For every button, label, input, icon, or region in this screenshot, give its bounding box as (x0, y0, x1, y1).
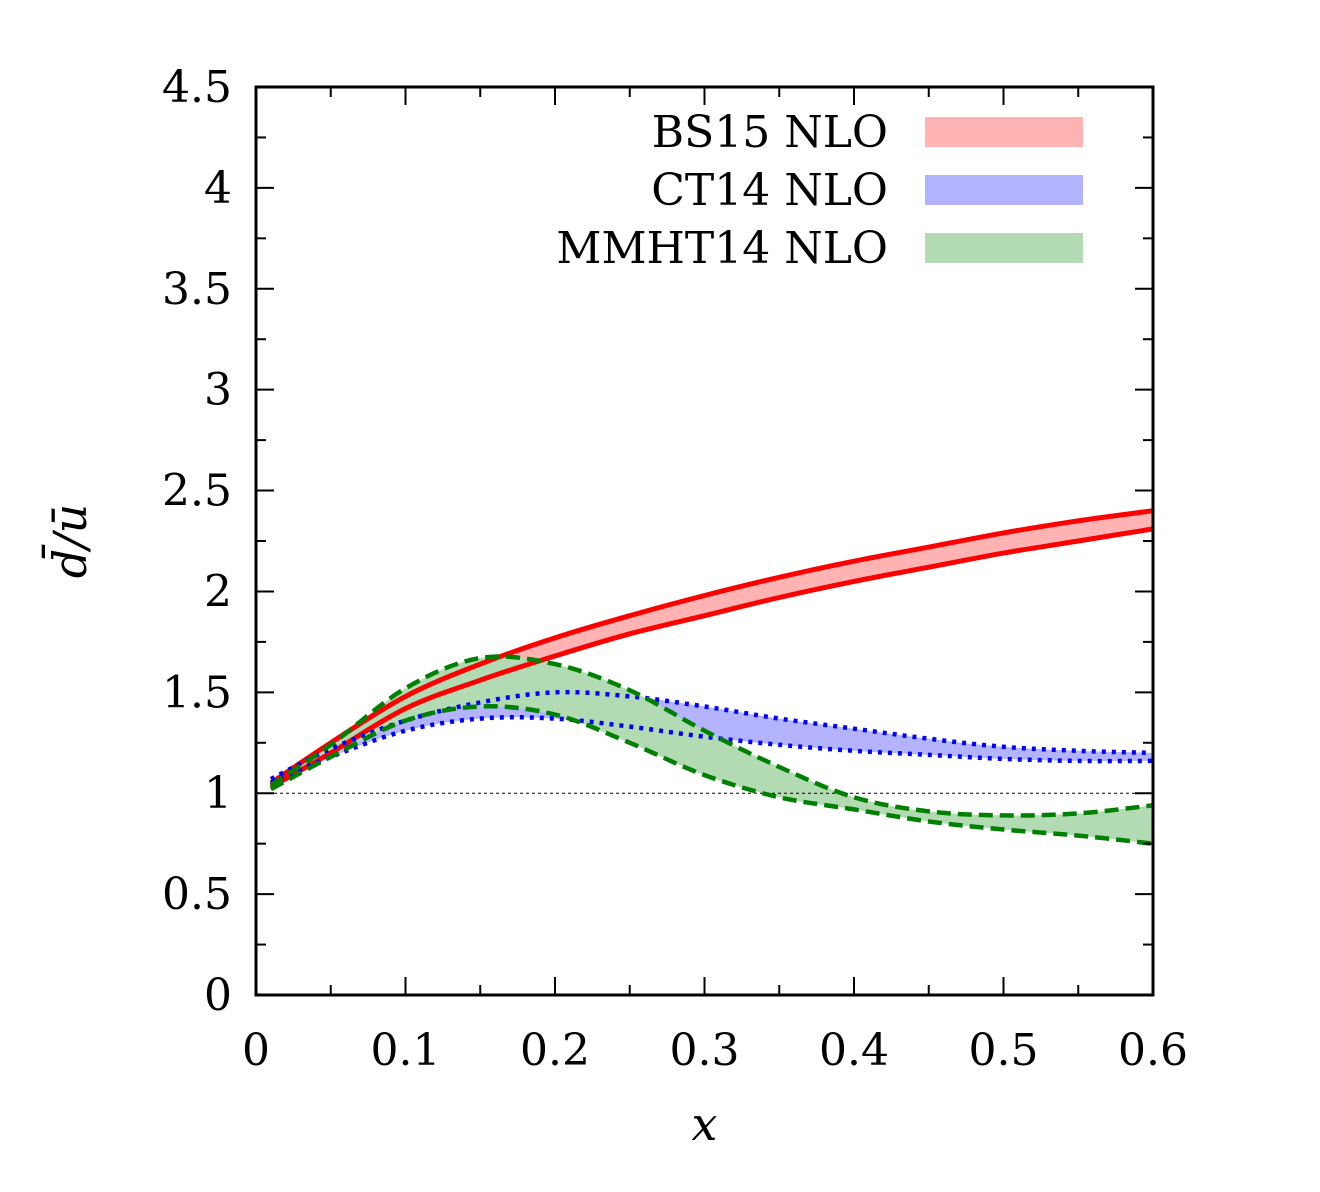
tick-labels-layer: 0 0.1 0.2 0.3 0.4 0.5 0.6 0 0.5 1 1.5 2 2.5 3 3.5 4 4.5 (162, 62, 1188, 1076)
y-tick-label: 1.5 (162, 667, 232, 718)
legend-item-ct14-nlo: CT14 NLO (651, 165, 1083, 216)
x-tick-label: 0.3 (670, 1025, 740, 1076)
band-mmht14-nlo (270, 656, 1153, 844)
band-edges-layer (269, 508, 1154, 846)
legend-item-mmht14-nlo: MMHT14 NLO (556, 223, 1083, 274)
legend-label: CT14 NLO (651, 165, 888, 216)
y-tick-label: 2 (204, 566, 232, 617)
ticks-layer (255, 86, 1154, 996)
legend: BS15 NLO CT14 NLO MMHT14 NLO (556, 107, 1083, 274)
edge-bs15-nlo-upper (269, 508, 1154, 786)
y-tick-label: 2.5 (162, 466, 232, 517)
y-tick-label: 0 (204, 970, 232, 1021)
edge-mmht14-nlo-lower (269, 704, 1154, 846)
x-tick-label: 0.4 (819, 1025, 889, 1076)
legend-swatch (925, 175, 1083, 205)
y-tick-label: 0.5 (162, 869, 232, 920)
band-bs15-nlo (270, 510, 1153, 788)
y-tick-label: 3.5 (162, 264, 232, 315)
y-axis-title: d̄/ū (40, 504, 97, 579)
x-tick-label: 0 (242, 1025, 270, 1076)
edge-bs15-nlo-lower (269, 526, 1154, 790)
legend-item-bs15-nlo: BS15 NLO (652, 107, 1083, 158)
bands-layer (270, 510, 1153, 844)
legend-label: BS15 NLO (652, 107, 888, 158)
y-tick-label: 4.5 (162, 62, 232, 113)
y-tick-label: 1 (204, 768, 232, 819)
x-axis-title: x (692, 1097, 718, 1151)
y-tick-label: 4 (204, 163, 232, 214)
y-tick-label: 3 (204, 365, 232, 416)
edge-mmht14-nlo-upper (269, 654, 1154, 818)
legend-label: MMHT14 NLO (556, 223, 888, 274)
legend-swatch (925, 233, 1083, 263)
legend-swatch (925, 117, 1083, 147)
edge-ct14-nlo-upper (269, 689, 1154, 782)
x-tick-label: 0.2 (520, 1025, 590, 1076)
x-tick-label: 0.1 (371, 1025, 441, 1076)
x-tick-label: 0.5 (969, 1025, 1039, 1076)
x-tick-label: 0.6 (1118, 1025, 1188, 1076)
